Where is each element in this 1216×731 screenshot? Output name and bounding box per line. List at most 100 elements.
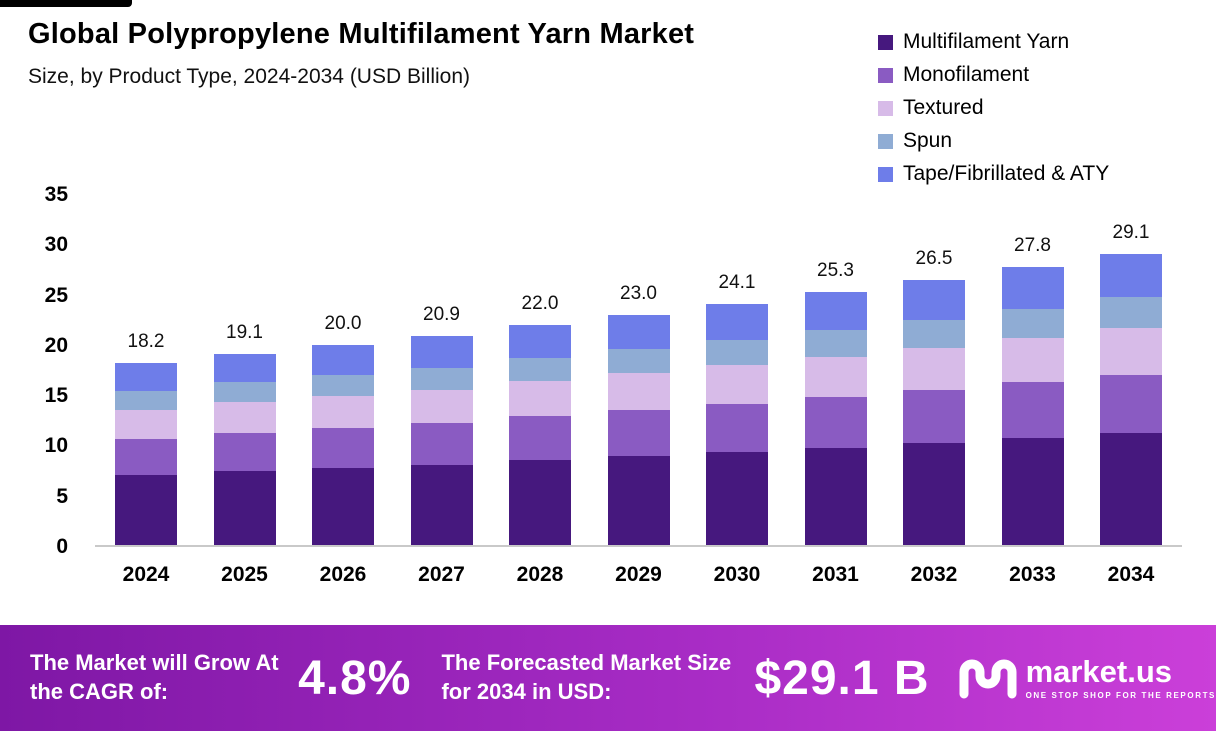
legend-label: Textured <box>903 96 984 119</box>
footer-banner: The Market will Grow At the CAGR of: 4.8… <box>0 625 1216 731</box>
bar-segment <box>312 396 374 428</box>
x-axis-label: 2025 <box>221 563 268 586</box>
bar-column-2026: 20.0 <box>312 195 374 545</box>
bar-column-2027: 20.9 <box>410 195 473 545</box>
bar-segment <box>213 354 276 383</box>
bar-segment <box>213 382 276 403</box>
bar-total-label: 23.0 <box>620 283 657 304</box>
bar-segment <box>706 304 768 341</box>
x-axis-label: 2024 <box>122 563 170 586</box>
x-axis-label: 2033 <box>1009 563 1056 586</box>
bar-stack: 22.0 <box>509 293 571 545</box>
legend-label: Spun <box>903 129 953 152</box>
bar-segment <box>115 363 177 392</box>
bar-segment <box>115 439 177 475</box>
bar-segment <box>312 375 374 396</box>
bar-column-2024: 18.2 <box>115 195 177 545</box>
bar-total-label: 26.5 <box>915 248 953 269</box>
bar-segment <box>903 443 965 545</box>
bar-total-label: 20.0 <box>324 313 362 334</box>
x-axis-label: 2027 <box>418 563 465 586</box>
page-subtitle: Size, by Product Type, 2024-2034 (USD Bi… <box>28 65 471 88</box>
legend-item: Tape/Fibrillated & ATY <box>878 162 1109 186</box>
bar-stack: 25.3 <box>804 260 867 545</box>
bar-column-2033: 27.8 <box>1001 195 1064 545</box>
bar-segment <box>804 292 867 330</box>
bar-segment <box>509 416 571 460</box>
bar-segment <box>804 397 867 448</box>
bar-segment <box>213 402 276 434</box>
plot-area: 18.2 19.1 20.0 20.9 22.0 23.0 24.1 25.3 26.5 27.8… <box>95 195 1182 547</box>
bar-column-2025: 19.1 <box>213 195 276 545</box>
bar-segment <box>509 460 571 545</box>
bar-segment <box>1100 375 1162 433</box>
y-axis: 0 5 10 15 20 25 30 35 <box>0 183 80 558</box>
bar-total-label: 18.2 <box>127 331 165 352</box>
bar-segment <box>1001 309 1064 338</box>
bar-segment <box>706 340 768 366</box>
bar-segment <box>410 368 473 390</box>
bar-segment <box>410 336 473 368</box>
bar-segment <box>607 315 670 349</box>
bar-segment <box>903 390 965 443</box>
bar-total-label: 25.3 <box>817 260 854 281</box>
bar-column-2029: 23.0 <box>607 195 670 545</box>
bar-segment <box>607 410 670 456</box>
y-tick-label: 5 <box>56 484 68 508</box>
legend-swatch-icon <box>878 67 893 83</box>
legend-swatch-icon <box>878 100 893 116</box>
legend-swatch-icon <box>878 166 893 182</box>
bar-column-2032: 26.5 <box>903 195 965 545</box>
bar-segment <box>115 410 177 439</box>
cagr-label: The Market will Grow At the CAGR of: <box>30 650 279 704</box>
bar-column-2028: 22.0 <box>509 195 571 545</box>
legend-item: Monofilament <box>878 63 1109 87</box>
bar-segment <box>509 381 571 416</box>
legend-item: Multifilament Yarn <box>878 30 1109 54</box>
bar-segment <box>706 404 768 453</box>
brand-name: market.us <box>1025 654 1173 689</box>
bar-total-label: 20.9 <box>423 304 460 325</box>
bar-segment <box>1001 338 1064 382</box>
legend-label: Multifilament Yarn <box>903 30 1070 53</box>
x-axis-label: 2031 <box>812 563 859 586</box>
bar-segment <box>804 330 867 357</box>
bar-segment <box>312 428 374 468</box>
page-title: Global Polypropylene Multifilament Yarn … <box>28 18 695 50</box>
cagr-value: 4.8% <box>298 651 412 705</box>
bar-column-2034: 29.1 <box>1100 195 1162 545</box>
bar-total-label: 29.1 <box>1112 222 1150 243</box>
market-us-logo-icon <box>956 652 1018 705</box>
y-tick-label: 35 <box>44 183 68 206</box>
y-tick-label: 10 <box>44 434 68 458</box>
y-tick-label: 20 <box>44 333 68 357</box>
chart-header: Global Polypropylene Multifilament Yarn … <box>28 18 694 89</box>
x-axis-label: 2030 <box>713 563 761 586</box>
bar-column-2030: 24.1 <box>706 195 768 545</box>
bar-segment <box>509 325 571 358</box>
bar-segment <box>1001 267 1064 309</box>
bar-segment <box>1001 382 1064 438</box>
legend-label: Tape/Fibrillated & ATY <box>903 162 1110 185</box>
bar-total-label: 27.8 <box>1014 235 1051 256</box>
brand-text: market.us ONE STOP SHOP FOR THE REPORTS <box>1026 656 1216 700</box>
x-axis-label: 2029 <box>615 563 662 586</box>
x-axis-label: 2032 <box>910 563 958 586</box>
bar-segment <box>1100 297 1162 329</box>
bar-total-label: 24.1 <box>718 272 756 294</box>
legend-swatch-icon <box>878 34 893 50</box>
bar-segment <box>509 358 571 381</box>
bar-segment <box>115 391 177 410</box>
bar-segment <box>410 423 473 465</box>
bar-stack: 27.8 <box>1001 235 1064 545</box>
bar-total-label: 19.1 <box>226 322 263 343</box>
legend-swatch-icon <box>878 133 893 149</box>
bar-segment <box>1100 254 1162 298</box>
bar-segment <box>410 465 473 545</box>
bar-segment <box>903 320 965 348</box>
y-tick-label: 15 <box>44 384 68 408</box>
stacked-bar-chart: 0 5 10 15 20 25 30 35 18.2 19.1 20.0 20.9 22.0 23.0 2… <box>0 183 1216 587</box>
bar-segment <box>312 345 374 375</box>
x-axis-label: 2034 <box>1107 563 1155 586</box>
